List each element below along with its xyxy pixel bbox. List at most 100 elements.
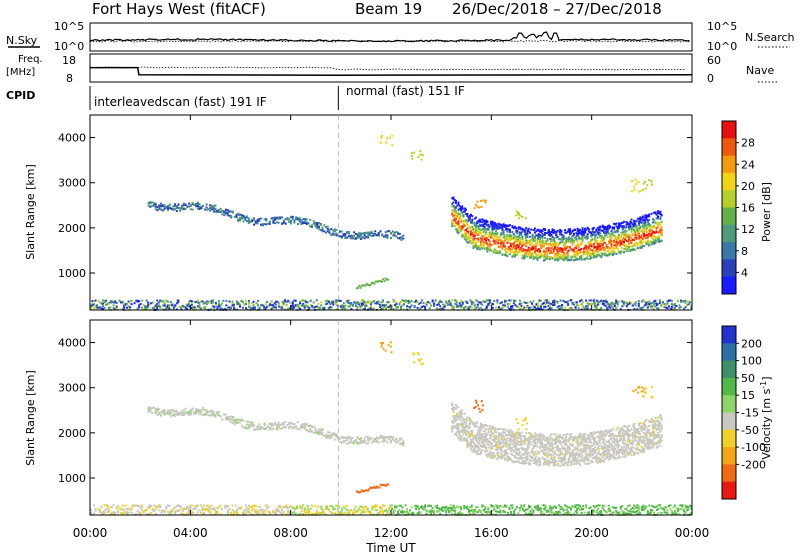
- echo-cell: [631, 219, 633, 221]
- echo-cell: [611, 240, 613, 242]
- echo-cell: [402, 442, 404, 444]
- echo-cell: [561, 307, 563, 309]
- echo-cell: [642, 241, 644, 243]
- echo-cell: [357, 237, 359, 239]
- echo-cell: [471, 432, 473, 434]
- echo-cell: [547, 258, 549, 260]
- noise-right-label: N.Search: [745, 31, 795, 44]
- colorbar-tick-label: 16: [741, 202, 755, 215]
- echo-cell: [219, 305, 221, 307]
- echo-cell: [485, 428, 487, 430]
- echo-cell: [652, 238, 654, 240]
- echo-cell: [524, 442, 526, 444]
- echo-cell: [459, 213, 461, 215]
- echo-cell: [417, 301, 419, 303]
- echo-cell: [653, 219, 655, 221]
- echo-cell: [454, 224, 456, 226]
- echo-cell: [200, 409, 202, 411]
- echo-cell: [524, 231, 526, 233]
- echo-cell: [209, 204, 211, 206]
- echo-cell: [593, 227, 595, 229]
- echo-cell: [568, 255, 570, 257]
- echo-cell: [688, 303, 690, 305]
- echo-cell: [543, 242, 545, 244]
- echo-cell: [155, 408, 157, 410]
- echo-cell: [331, 306, 333, 308]
- echo-cell: [477, 306, 479, 308]
- echo-cell: [330, 228, 332, 230]
- echo-cell: [650, 180, 652, 182]
- echo-cell: [221, 303, 223, 305]
- echo-cell: [411, 158, 413, 160]
- echo-cell: [362, 237, 364, 239]
- echo-cell: [675, 305, 677, 307]
- echo-cell: [222, 300, 224, 302]
- echo-cell: [206, 207, 208, 209]
- echo-cell: [604, 242, 606, 244]
- echo-cell: [518, 450, 520, 452]
- echo-cell: [284, 299, 286, 301]
- echo-cell: [545, 243, 547, 245]
- echo-cell: [622, 228, 624, 230]
- cpid-mode1-label: interleavedscan (fast) 191 IF: [94, 95, 267, 109]
- echo-cell: [234, 216, 236, 218]
- echo-cell: [582, 237, 584, 239]
- echo-cell: [643, 227, 645, 229]
- echo-cell: [362, 442, 364, 444]
- echo-cell: [501, 450, 503, 452]
- echo-cell: [198, 304, 200, 306]
- echo-cell: [514, 300, 516, 302]
- echo-cell: [317, 303, 319, 305]
- echo-cell: [274, 217, 276, 219]
- echo-cell: [313, 432, 315, 434]
- echo-cell: [159, 307, 161, 309]
- echo-cell: [419, 154, 421, 156]
- echo-cell: [466, 228, 468, 230]
- echo-cell: [539, 240, 541, 242]
- echo-cell: [395, 439, 397, 441]
- echo-cell: [350, 441, 352, 443]
- echo-cell: [155, 208, 157, 210]
- echo-cell: [199, 208, 201, 210]
- echo-cell: [430, 305, 432, 307]
- echo-cell: [647, 240, 649, 242]
- echo-cell: [421, 159, 423, 161]
- echo-cell: [466, 222, 468, 224]
- echo-cell: [542, 230, 544, 232]
- echo-cell: [306, 429, 308, 431]
- echo-cell: [167, 208, 169, 210]
- echo-cell: [269, 429, 271, 431]
- echo-cell: [421, 299, 423, 301]
- echo-cell: [350, 302, 352, 304]
- echo-cell: [390, 436, 392, 438]
- echo-cell: [325, 434, 327, 436]
- echo-cell: [453, 306, 455, 308]
- echo-cell: [456, 435, 458, 437]
- echo-cell: [309, 219, 311, 221]
- echo-cell: [668, 305, 670, 307]
- echo-cell: [325, 436, 327, 438]
- echo-cell: [158, 408, 160, 410]
- echo-cell: [126, 303, 128, 305]
- echo-cell: [609, 253, 611, 255]
- echo-cell: [178, 204, 180, 206]
- echo-cell: [225, 304, 227, 306]
- echo-cell: [652, 221, 654, 223]
- echo-cell: [234, 423, 236, 425]
- echo-cell: [520, 302, 522, 304]
- power-ylabel: Slant Range [km]: [24, 164, 37, 260]
- echo-cell: [239, 218, 241, 220]
- echo-cell: [479, 431, 481, 433]
- echo-cell: [466, 420, 468, 422]
- echo-cell: [218, 414, 220, 416]
- echo-cell: [308, 222, 310, 224]
- echo-cell: [534, 236, 536, 238]
- echo-cell: [278, 426, 280, 428]
- echo-cell: [626, 230, 628, 232]
- echo-cell: [353, 442, 355, 444]
- echo-cell: [381, 281, 383, 283]
- echo-cell: [477, 304, 479, 306]
- echo-cell: [271, 425, 273, 427]
- echo-cell: [374, 438, 376, 440]
